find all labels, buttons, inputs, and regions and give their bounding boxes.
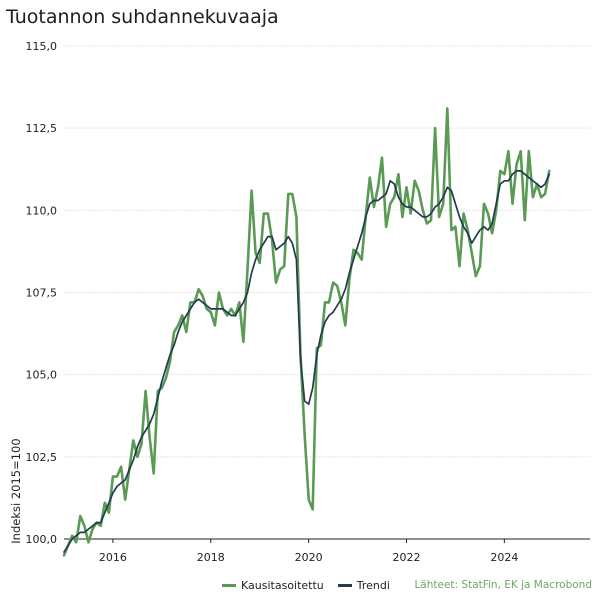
source-note: Lähteet: StatFin, EK ja Macrobond xyxy=(414,579,592,591)
y-axis-label: Indeksi 2015=100 xyxy=(9,438,23,544)
x-axis-ticks: 2016 2018 2020 2022 2024 xyxy=(99,539,518,564)
y-tick-label: 105,0 xyxy=(26,369,58,382)
x-tick-label: 2016 xyxy=(99,551,127,564)
legend-item-trendi[interactable]: Trendi xyxy=(337,579,390,592)
legend-label-kausitasoitettu: Kausitasoitettu xyxy=(241,579,324,592)
y-tick-label: 110,0 xyxy=(26,204,58,217)
y-tick-label: 115,0 xyxy=(26,40,58,53)
y-tick-label: 112,5 xyxy=(26,122,58,135)
legend-item-kausitasoitettu[interactable]: Kausitasoitettu xyxy=(222,579,324,592)
x-tick-label: 2018 xyxy=(197,551,225,564)
x-tick-label: 2024 xyxy=(490,551,518,564)
series-line-trendi xyxy=(63,170,551,553)
series-line-kausitasoitettu xyxy=(62,107,551,557)
y-tick-label: 102,5 xyxy=(26,451,58,464)
grid xyxy=(64,45,590,540)
series-lines xyxy=(62,107,551,557)
y-tick-label: 100,0 xyxy=(26,533,58,546)
x-tick-label: 2020 xyxy=(295,551,323,564)
chart-title: Tuotannon suhdannekuvaaja xyxy=(6,6,279,28)
legend-swatch-trendi xyxy=(337,584,352,587)
legend-label-trendi: Trendi xyxy=(356,579,390,592)
legend-swatch-kausitasoitettu xyxy=(222,584,236,587)
x-tick-label: 2022 xyxy=(393,551,421,564)
y-axis-ticks: 100,0 102,5 105,0 107,5 110,0 112,5 115,0 xyxy=(26,40,58,546)
y-tick-label: 107,5 xyxy=(26,287,58,300)
legend: Kausitasoitettu Trendi xyxy=(222,579,404,592)
